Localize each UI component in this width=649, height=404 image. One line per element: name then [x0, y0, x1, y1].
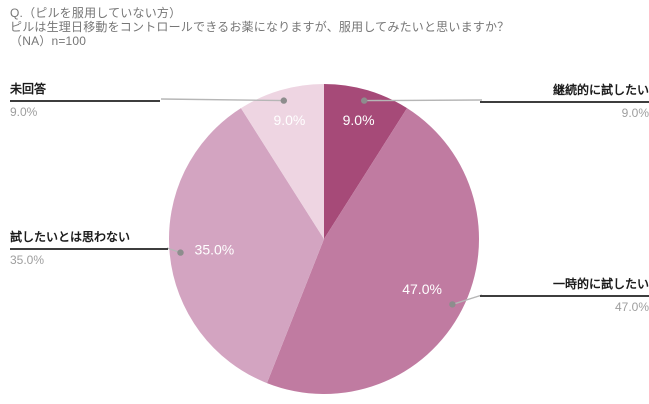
leader-dot-2: [177, 249, 184, 256]
callout-value: 47.0%: [614, 300, 649, 314]
chart-title: Q.（ピルを服用していない方） ピルは生理日移動をコントロールできるお薬になりま…: [10, 6, 509, 48]
leader-line-1: [452, 294, 483, 306]
callout-continuous-try: 継続的に試したい 9.0%: [480, 81, 649, 120]
pie-slice-3: [240, 84, 324, 239]
callout-label: 継続的に試したい: [480, 81, 649, 103]
callout-do-not-want-try: 試したいとは思わない 35.0%: [10, 228, 168, 267]
leader-line-0: [364, 99, 483, 102]
slice-value-label-3: 9.0%: [273, 112, 305, 128]
callout-temporary-try: 一時的に試したい 47.0%: [480, 275, 649, 314]
callout-value: 35.0%: [10, 253, 45, 267]
leader-line-3: [160, 98, 284, 102]
callout-label: 試したいとは思わない: [10, 228, 168, 250]
callout-label: 未回答: [10, 80, 160, 102]
pie-slice-1: [266, 108, 480, 395]
leader-dot-3: [280, 97, 287, 104]
slice-value-label-2: 35.0%: [195, 241, 235, 257]
slice-value-label-1: 47.0%: [402, 281, 442, 297]
callout-value: 9.0%: [621, 106, 649, 120]
callout-label: 一時的に試したい: [480, 275, 649, 297]
chart-title-line-2: ピルは生理日移動をコントロールできるお薬になりますが、服用してみたいと思いますか…: [10, 20, 510, 34]
pie-slice-0: [324, 84, 408, 239]
pie-slice-2: [168, 108, 324, 384]
chart-title-line-3: （NA）n=100: [10, 34, 87, 48]
callout-no-answer: 未回答 9.0%: [10, 80, 160, 119]
slice-value-label-0: 9.0%: [343, 112, 375, 128]
leader-dot-0: [361, 97, 368, 104]
chart-title-line-1: Q.（ピルを服用していない方）: [10, 6, 182, 20]
callout-value: 9.0%: [10, 105, 38, 119]
leader-dot-1: [449, 301, 456, 308]
